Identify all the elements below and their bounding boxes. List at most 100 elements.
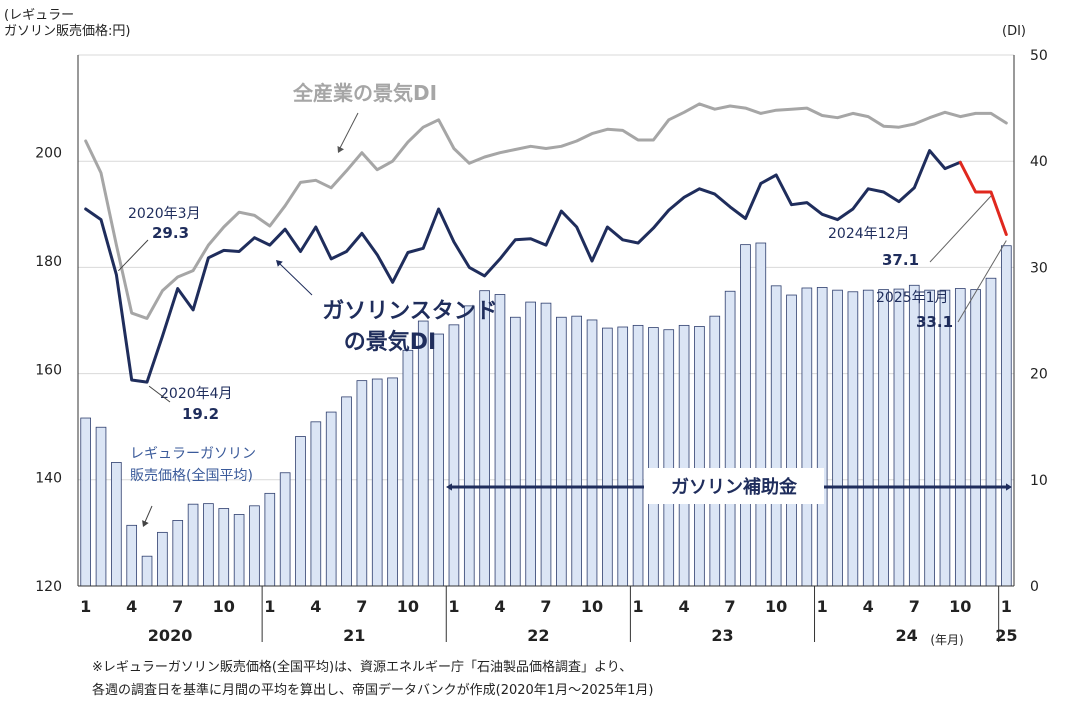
- price-bar: [740, 244, 751, 587]
- price-bar: [402, 349, 414, 587]
- month-tick-label: 1: [448, 597, 459, 616]
- callout-leader: [148, 385, 171, 403]
- axes: 120 140 160 180 200 0 10 20 30 40 50 1 4 7 10 1 4 7 10 1 4 7 1…: [35, 48, 1048, 647]
- all-industry-arrow-line: [339, 112, 359, 149]
- price-bar: [80, 417, 91, 587]
- month-tick-label: 7: [356, 597, 367, 616]
- gas-price-arrow-head: [142, 520, 149, 527]
- gas-station-arrow-head: [276, 260, 283, 267]
- month-tick-label: 10: [397, 597, 419, 616]
- price-bar: [126, 524, 138, 587]
- callout-leader: [118, 239, 149, 272]
- price-bar: [1001, 245, 1012, 587]
- di-lines: [84, 102, 1008, 384]
- price-bar: [233, 514, 245, 587]
- month-tick-label: 7: [540, 597, 551, 616]
- price-bar: [111, 462, 122, 587]
- gas-price-arrow-line: [144, 505, 153, 523]
- callout-leader: [957, 240, 1007, 323]
- right-tick-label: 30: [1030, 260, 1048, 276]
- price-bar: [510, 316, 521, 587]
- left-axis-title-line1: (レギュラー: [4, 8, 75, 23]
- price-bar: [893, 288, 905, 587]
- price-bar: [847, 291, 859, 587]
- callout-date: 2024年12月: [828, 226, 909, 242]
- source-note-line1: ※レギュラーガソリン販売価格(全国平均)は、資源エネルギー庁「石油製品価格調査」…: [92, 660, 633, 675]
- price-bar: [387, 377, 398, 587]
- right-axis-title: (DI): [1002, 24, 1026, 39]
- right-tick-label: 10: [1030, 473, 1048, 489]
- month-tick-label: 7: [172, 597, 183, 616]
- price-bar: [95, 426, 107, 587]
- month-tick-label: 1: [80, 597, 91, 616]
- price-bar: [540, 302, 552, 587]
- callout-value: 19.2: [182, 405, 219, 423]
- year-label: 2020: [148, 626, 193, 645]
- price-bar: [417, 320, 429, 587]
- left-tick-label: 160: [35, 362, 62, 378]
- price-bar: [878, 289, 889, 587]
- price-bar: [586, 319, 598, 587]
- price-bar: [678, 324, 690, 587]
- right-tick-label: 50: [1030, 48, 1048, 64]
- year-label: 24: [895, 626, 917, 645]
- month-tick-label: 4: [494, 597, 505, 616]
- month-tick-label: 1: [264, 597, 275, 616]
- gas-price-label-line2: 販売価格(全国平均): [130, 467, 253, 484]
- month-tick-label: 7: [725, 597, 736, 616]
- callout-date: 2020年3月: [128, 206, 201, 222]
- price-bar: [279, 472, 291, 587]
- year-label: 22: [527, 626, 549, 645]
- price-bar: [157, 531, 168, 587]
- price-bar: [816, 287, 828, 587]
- subsidy-label: ガソリン補助金: [671, 476, 798, 498]
- price-bar: [172, 520, 184, 587]
- price-bar: [203, 503, 214, 587]
- price-bar: [954, 288, 966, 587]
- price-bar: [371, 378, 383, 587]
- gas-price-label-line1: レギュラーガソリン: [130, 446, 256, 462]
- price-bar: [463, 305, 475, 587]
- price-bar: [479, 290, 490, 587]
- month-tick-label: 1: [817, 597, 828, 616]
- price-bars: [80, 242, 1012, 587]
- month-tick-label: 1: [1001, 597, 1012, 616]
- price-bar: [801, 287, 813, 587]
- price-bar: [786, 294, 797, 587]
- callout-date: 2020年4月: [160, 386, 233, 402]
- price-bar: [310, 421, 322, 587]
- left-axis-title: (レギュラー ガソリン販売価格:円): [4, 8, 130, 40]
- callout-value: 37.1: [882, 251, 919, 269]
- subsidy-label-box: [644, 468, 824, 504]
- price-bar: [556, 316, 567, 587]
- price-bar: [663, 329, 675, 587]
- source-note-line2: 各週の調査日を基準に月間の平均を算出し、帝国データバンクが作成(2020年1月〜…: [92, 683, 654, 698]
- price-bar: [632, 324, 644, 587]
- price-bar: [832, 289, 843, 587]
- price-bar: [985, 277, 997, 587]
- price-bar: [325, 411, 337, 587]
- gas-station-di-label-line2: の景気DI: [344, 329, 436, 355]
- price-bar: [970, 289, 981, 587]
- callout-value: 29.3: [152, 224, 189, 242]
- callout-value: 33.1: [916, 313, 953, 331]
- callout-date: 2025年1月: [876, 290, 949, 306]
- all-industry-arrow-head: [337, 146, 344, 153]
- price-bar: [709, 315, 721, 587]
- price-bar: [249, 505, 260, 587]
- x-axis-unit: (年月): [930, 633, 963, 647]
- gas-station-di-line-recent: [958, 160, 1008, 236]
- price-bar: [356, 380, 368, 587]
- price-bar: [617, 326, 629, 587]
- all-industry-di-line: [84, 102, 1008, 320]
- gas-station-di-line: [84, 149, 962, 384]
- month-tick-label: 7: [909, 597, 920, 616]
- price-bar: [295, 436, 306, 587]
- left-tick-label: 120: [35, 579, 62, 595]
- price-bar: [525, 301, 536, 587]
- callout-leader: [929, 195, 992, 263]
- left-axis-title-line2: ガソリン販売価格:円): [4, 24, 131, 39]
- left-tick-label: 180: [35, 254, 62, 270]
- year-label: 25: [995, 626, 1017, 645]
